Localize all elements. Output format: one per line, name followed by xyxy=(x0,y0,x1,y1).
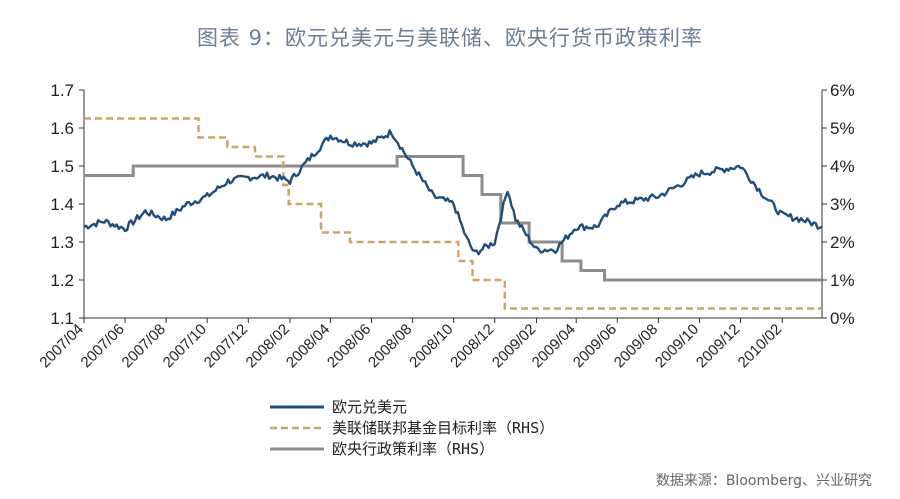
x-tick-label: 2009/06 xyxy=(570,321,620,371)
right-tick-label: 5% xyxy=(830,119,855,138)
right-tick-label: 4% xyxy=(830,157,855,176)
legend-swatch-eurusd xyxy=(270,405,324,408)
legend-item-eurusd: 欧元兑美元 xyxy=(270,396,554,417)
legend-item-fed: 美联储联邦基金目标利率（RHS） xyxy=(270,417,554,438)
x-tick-label: 2008/08 xyxy=(365,321,415,371)
x-tick-label: 2008/12 xyxy=(447,321,497,371)
x-tick-label: 2007/08 xyxy=(119,321,169,371)
right-tick-label: 1% xyxy=(830,271,855,290)
legend: 欧元兑美元 美联储联邦基金目标利率（RHS） 欧央行政策利率（RHS） xyxy=(270,396,554,459)
x-tick-label: 2009/08 xyxy=(611,321,661,371)
x-tick-label: 2007/10 xyxy=(160,321,210,371)
x-tick-label: 2008/04 xyxy=(283,321,333,371)
right-tick-label: 2% xyxy=(830,233,855,252)
x-tick-label: 2009/04 xyxy=(529,321,579,371)
x-tick-label: 2007/12 xyxy=(201,321,251,371)
legend-swatch-ecb xyxy=(270,447,324,450)
series-eurusd-line xyxy=(83,129,823,256)
x-tick-label: 2008/06 xyxy=(324,321,374,371)
x-tick-label: 2008/02 xyxy=(243,321,293,371)
series-fed-rate-line xyxy=(84,117,822,310)
legend-swatch-fed xyxy=(270,426,324,429)
page-title: 图表 9：欧元兑美元与美联储、欧央行货币政策利率 xyxy=(196,26,704,50)
right-tick-label: 6% xyxy=(830,81,855,100)
source-note: 数据来源：Bloomberg、兴业研究 xyxy=(655,473,872,489)
x-tick-label: 2007/06 xyxy=(78,321,128,371)
x-tick-label: 2009/10 xyxy=(652,321,702,371)
left-tick-label: 1.3 xyxy=(50,233,74,252)
right-tick-label: 0% xyxy=(830,309,855,328)
x-tick-label: 2008/10 xyxy=(406,321,456,371)
x-tick-label: 2009/12 xyxy=(693,321,743,371)
x-tick-label: 2007/04 xyxy=(36,321,86,371)
left-tick-label: 1.4 xyxy=(50,195,74,214)
left-tick-label: 1.2 xyxy=(50,271,74,290)
series-ecb-rate-line xyxy=(84,155,822,282)
legend-item-ecb: 欧央行政策利率（RHS） xyxy=(270,438,554,459)
legend-label-eurusd: 欧元兑美元 xyxy=(332,398,408,416)
legend-label-ecb: 欧央行政策利率（RHS） xyxy=(332,440,495,458)
right-tick-label: 3% xyxy=(830,195,855,214)
legend-label-fed: 美联储联邦基金目标利率（RHS） xyxy=(332,419,555,437)
left-tick-label: 1.5 xyxy=(50,157,74,176)
x-tick-label: 2010/02 xyxy=(735,321,785,371)
left-tick-label: 1.1 xyxy=(50,309,74,328)
left-tick-label: 1.7 xyxy=(50,81,74,100)
left-tick-label: 1.6 xyxy=(50,119,74,138)
